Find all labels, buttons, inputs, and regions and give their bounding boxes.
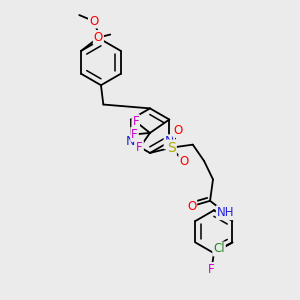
- Text: O: O: [179, 155, 188, 168]
- Text: N: N: [165, 135, 174, 148]
- Text: F: F: [132, 115, 139, 128]
- Text: N: N: [126, 135, 135, 148]
- Text: S: S: [167, 141, 176, 154]
- Text: F: F: [136, 141, 143, 154]
- Text: O: O: [94, 31, 103, 44]
- Text: Cl: Cl: [213, 242, 225, 256]
- Text: F: F: [208, 263, 215, 276]
- Text: F: F: [131, 128, 138, 141]
- Text: O: O: [187, 200, 196, 213]
- Text: NH: NH: [217, 206, 234, 219]
- Text: O: O: [173, 124, 183, 137]
- Text: O: O: [89, 14, 98, 28]
